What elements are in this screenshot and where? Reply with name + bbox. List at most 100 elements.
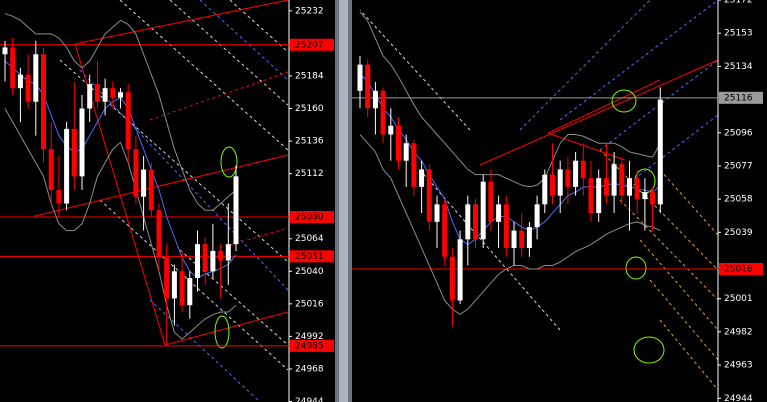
candle-body (596, 178, 602, 214)
candle-body (573, 160, 579, 187)
y-tick-label: 25134 (724, 62, 753, 72)
candle-body (534, 204, 540, 228)
candle-body (133, 149, 139, 197)
candle-body (442, 204, 448, 257)
candle-body (33, 54, 39, 102)
y-tick-label: 24944 (724, 394, 753, 402)
candle-body (434, 204, 440, 222)
y-tick-label: 24992 (295, 332, 324, 342)
candle-body (642, 192, 648, 200)
candle-body (365, 64, 371, 109)
price-level-label: 25018 (724, 264, 753, 274)
price-level-box (290, 250, 334, 263)
candle-body (511, 230, 517, 249)
candle-body (403, 143, 409, 161)
candle-body (225, 244, 231, 261)
y-tick-label: 25058 (724, 195, 753, 205)
candle-body (48, 149, 54, 190)
candle-body (41, 54, 46, 150)
indicator-line (359, 134, 661, 316)
candle-body (218, 250, 224, 261)
candle-body (411, 143, 417, 187)
price-level-box (719, 262, 763, 275)
candle-body (480, 181, 486, 240)
candle-body (87, 84, 93, 109)
candle-body (657, 99, 663, 205)
candle-body (465, 204, 471, 240)
candle-body (56, 189, 62, 204)
candle-body (125, 92, 131, 150)
y-tick-label: 24968 (295, 364, 324, 374)
candle-body (187, 278, 193, 306)
indicator-line (359, 11, 661, 188)
panel-divider-inner (339, 0, 348, 402)
candle-body (372, 90, 378, 109)
candle-body (233, 176, 239, 245)
y-tick-label: 24963 (724, 361, 753, 371)
candle-body (118, 92, 123, 98)
candle-body (519, 230, 525, 249)
candle-body (388, 125, 394, 135)
candle-body (526, 227, 532, 249)
candle-body (496, 204, 502, 222)
price-level-box (290, 211, 334, 224)
price-level-box (719, 91, 763, 104)
y-tick-label: 25001 (724, 294, 753, 304)
y-tick-label: 25096 (724, 128, 753, 138)
candle-body (171, 271, 177, 299)
candle-body (503, 204, 509, 249)
candle-body (619, 164, 625, 196)
price-level-label: 24985 (295, 341, 324, 351)
price-level-box (290, 38, 334, 51)
candle-body (473, 204, 478, 240)
y-tick-label: 25016 (295, 299, 324, 309)
indicator-line (359, 73, 661, 246)
candle-body (457, 239, 463, 301)
candle-body (17, 74, 23, 89)
indicator-line (4, 108, 237, 340)
candle-body (357, 64, 363, 91)
candle-body (488, 181, 494, 222)
candle-body (210, 250, 216, 272)
candle-body (611, 164, 617, 196)
candle-body (79, 108, 85, 177)
candle-body (102, 88, 108, 102)
candle-body (164, 257, 170, 299)
candle-body (25, 74, 31, 102)
y-tick-label: 25232 (295, 6, 324, 16)
candle-body (64, 128, 70, 204)
candle-body (141, 169, 147, 197)
candle-body (396, 125, 401, 161)
price-level-label: 25051 (295, 252, 324, 262)
y-tick-label: 25112 (295, 169, 324, 179)
candle-body (419, 169, 425, 187)
candle-body (557, 169, 563, 196)
candle-body (580, 160, 586, 179)
y-tick-label: 25064 (295, 234, 324, 244)
y-tick-label: 25040 (295, 267, 324, 277)
candle-body (426, 169, 432, 222)
y-tick-label: 25172 (724, 0, 753, 6)
y-tick-label: 25077 (724, 161, 753, 171)
candle-body (650, 192, 656, 205)
price-level-box (290, 339, 334, 352)
candle-body (179, 271, 185, 306)
y-tick-label: 24944 (295, 397, 324, 402)
candle-body (550, 174, 555, 196)
candle-body (627, 178, 632, 196)
candle-body (156, 210, 162, 258)
candle-body (603, 178, 609, 196)
candle-body (110, 88, 116, 98)
indicator-line (4, 13, 237, 211)
price-level-label: 25080 (295, 213, 324, 223)
candle-body (588, 178, 594, 214)
candle-body (634, 178, 640, 200)
price-level-label: 25116 (724, 93, 753, 103)
y-tick-label: 25153 (724, 29, 753, 39)
y-tick-label: 25184 (295, 71, 324, 81)
candle-body (195, 244, 200, 279)
candle-body (148, 169, 154, 211)
y-tick-label: 25160 (295, 104, 324, 114)
